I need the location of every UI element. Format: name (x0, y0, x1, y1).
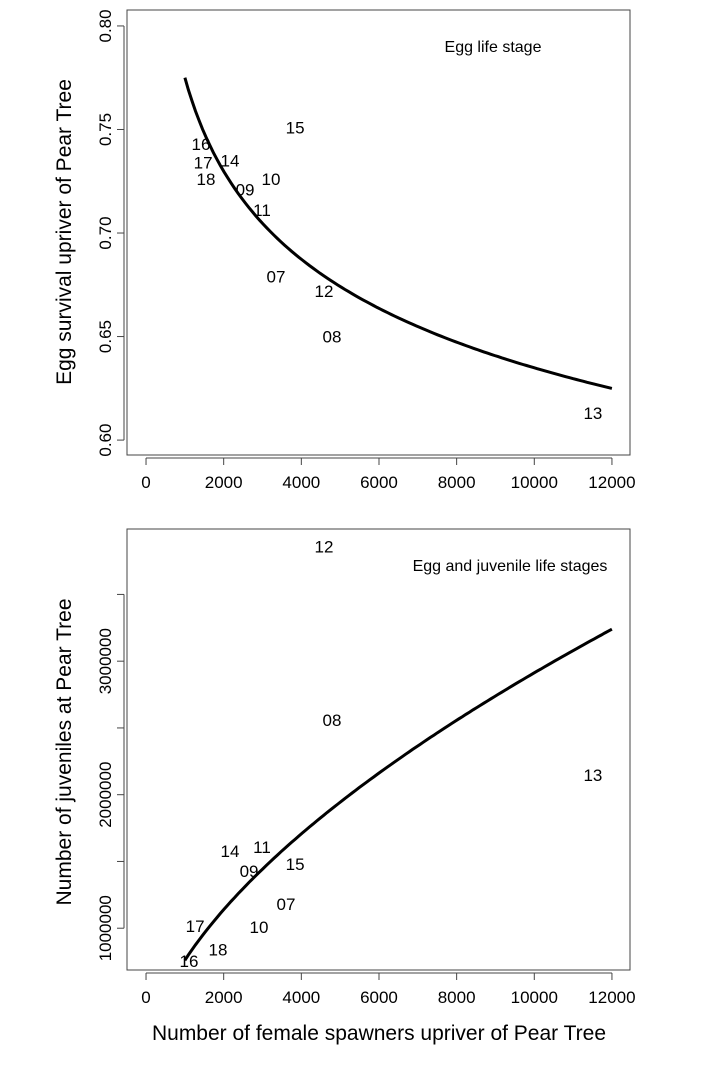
x-axis-title: Number of female spawners upriver of Pea… (152, 1022, 606, 1045)
x-tick-label: 10000 (511, 473, 558, 492)
x-tick-label: 6000 (360, 473, 398, 492)
data-point-label: 18 (209, 941, 228, 960)
x-tick-label: 12000 (588, 473, 635, 492)
x-tick-label: 0 (141, 988, 150, 1007)
plot-frame (126, 528, 631, 971)
data-point-label: 12 (315, 282, 334, 301)
data-point-label: 16 (180, 952, 199, 971)
y-tick-label: 3000000 (96, 628, 115, 694)
x-tick-label: 6000 (360, 988, 398, 1007)
data-point-label: 10 (250, 918, 269, 937)
data-point-label: 14 (221, 152, 240, 171)
egg-survival-panel: 0 2000 4000 6000 8000 10000 12000 0.60 0.65 0.70 0… (53, 9, 636, 492)
x-tick-label: 8000 (438, 988, 476, 1007)
y-tick-label: 0.60 (96, 424, 115, 457)
x-tick-label: 2000 (205, 988, 243, 1007)
data-point-label: 13 (583, 766, 602, 785)
x-tick-label: 12000 (588, 988, 635, 1007)
data-point-label: 10 (262, 170, 281, 189)
x-tick-label: 10000 (511, 988, 558, 1007)
y-tick-label: 2000000 (96, 762, 115, 828)
data-point-label: 09 (240, 862, 259, 881)
data-point-label: 12 (315, 537, 334, 556)
fit-curve (183, 627, 613, 962)
x-tick-label: 2000 (205, 473, 243, 492)
x-tick-label: 0 (141, 473, 150, 492)
y-axis-title: Egg survival upriver of Pear Tree (53, 79, 76, 385)
x-tick-label: 4000 (282, 988, 320, 1007)
y-axis-title: Number of juveniles at Pear Tree (53, 599, 76, 906)
data-point-label: 13 (583, 404, 602, 423)
juveniles-panel: 0 2000 4000 6000 8000 10000 12000 1000000 200000… (53, 528, 636, 1045)
data-point-label: 11 (253, 201, 271, 220)
data-point-label: 15 (286, 855, 305, 874)
data-point-label: 08 (323, 328, 342, 347)
data-point-label: 18 (197, 170, 216, 189)
x-tick-label: 4000 (282, 473, 320, 492)
plot-frame (126, 9, 631, 456)
y-tick-label: 0.70 (96, 216, 115, 249)
y-tick-label: 0.80 (96, 9, 115, 42)
data-point-label: 17 (194, 154, 213, 173)
data-point-label: 17 (186, 917, 205, 936)
panel-annotation: Egg life stage (445, 39, 542, 56)
data-point-label: 07 (267, 268, 286, 287)
y-tick-label: 0.65 (96, 320, 115, 353)
data-point-label: 09 (236, 181, 255, 200)
data-point-label: 16 (192, 135, 211, 154)
y-tick-label: 0.75 (96, 113, 115, 146)
x-tick-label: 8000 (438, 473, 476, 492)
panel-annotation: Egg and juvenile life stages (413, 558, 608, 575)
data-point-label: 15 (286, 118, 305, 137)
data-point-label: 08 (323, 711, 342, 730)
fit-curve (183, 77, 613, 390)
data-point-label: 11 (253, 838, 271, 857)
data-point-label: 14 (221, 842, 240, 861)
y-tick-label: 1000000 (96, 895, 115, 961)
data-point-label: 07 (277, 895, 296, 914)
